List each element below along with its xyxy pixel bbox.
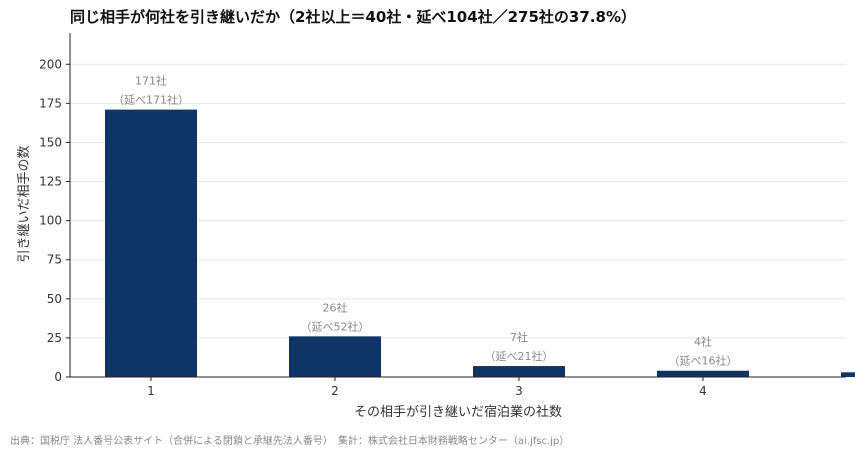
bar <box>289 336 381 377</box>
bar-data-label: 171社 <box>135 74 167 88</box>
x-tick-label: 3 <box>515 384 523 398</box>
x-axis-label: その相手が引き継いだ宿泊業の社数 <box>354 404 562 420</box>
y-tick-label: 125 <box>39 175 62 189</box>
bar-data-label: （延べ171社） <box>113 93 189 107</box>
x-tick-label: 1 <box>147 384 155 398</box>
bar-data-label: （延べ21社） <box>485 349 554 363</box>
y-tick-label: 200 <box>39 57 62 71</box>
y-tick-label: 100 <box>39 214 62 228</box>
bar-chart: 171社 （延べ171社） 26社 （延べ52社） 7社 （延べ21社） 4社 （延べ16社）… <box>17 33 855 420</box>
bar <box>105 109 197 378</box>
bar <box>473 366 565 377</box>
bar-data-label: （延べ52社） <box>301 319 370 333</box>
bars <box>105 109 855 378</box>
data-labels: 171社 （延べ171社） 26社 （延べ52社） 7社 （延べ21社） 4社 （延べ16社）… <box>113 74 855 370</box>
y-tick-label: 75 <box>47 253 62 267</box>
bar-data-label: 4社 <box>694 335 712 349</box>
y-tick-label: 25 <box>47 331 62 345</box>
chart-title: 同じ相手が何社を引き継いだか（2社以上＝40社・延べ104社／275社の37.8… <box>70 8 636 26</box>
x-tick-label: 2 <box>331 384 339 398</box>
bar-data-label: （延べ16社） <box>669 354 738 368</box>
bar <box>657 370 749 377</box>
source-footer: 出典：国税庁 法人番号公表サイト（合併による閉鎖と承継先法人番号） 集計：株式会… <box>10 436 570 447</box>
axes: 025507510012515017520012345 <box>39 33 846 398</box>
y-tick-label: 50 <box>47 292 62 306</box>
y-tick-label: 0 <box>54 370 62 384</box>
y-tick-label: 175 <box>39 96 62 110</box>
bar-data-label: 7社 <box>510 330 528 344</box>
y-tick-label: 150 <box>39 135 62 149</box>
bar <box>841 372 855 377</box>
x-tick-label: 4 <box>699 384 707 398</box>
bar-data-label: （延べ15社） <box>853 355 855 369</box>
y-axis-label: 引き継いだ相手の数 <box>17 145 32 262</box>
bar-data-label: 26社 <box>323 300 348 314</box>
